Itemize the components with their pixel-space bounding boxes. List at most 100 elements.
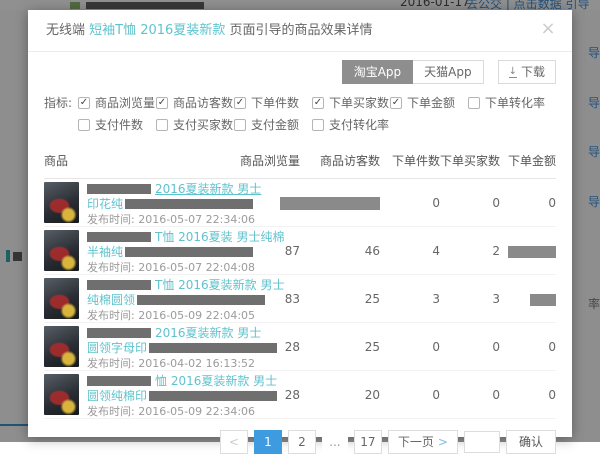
- dialog-title-suffix: 页面引导的商品效果详情: [229, 23, 373, 38]
- views-cell: 28: [284, 340, 300, 354]
- redaction-bar: [530, 293, 556, 306]
- checkbox-icon: [156, 96, 168, 109]
- checkbox-label: 下单金额: [407, 96, 456, 110]
- product-thumbnail: [44, 326, 79, 367]
- download-icon: ↓: [508, 65, 517, 78]
- redaction-bar: [125, 199, 254, 209]
- product-title-link[interactable]: 纯棉圆领: [87, 293, 285, 308]
- backdrop-green-tag: [70, 2, 80, 9]
- confirm-button[interactable]: 确认: [505, 430, 556, 454]
- product-cell: T恤 2016夏装 男士纯棉 半袖纯 发布时间: 2016-05-07 22:0…: [44, 227, 285, 275]
- page-button-1[interactable]: 1: [253, 430, 282, 454]
- checkbox-pay-items[interactable]: 支付件数: [78, 116, 156, 133]
- checkbox-order-buyers[interactable]: 下单买家数: [312, 94, 390, 111]
- product-title-link[interactable]: T恤 2016夏装 男士纯棉: [87, 230, 285, 245]
- close-icon[interactable]: ×: [540, 18, 556, 39]
- checkbox-label: 商品浏览量: [95, 96, 156, 110]
- product-title-link[interactable]: 恤 2016夏装新款 男士: [87, 374, 277, 389]
- publish-time: 发布时间: 2016-05-09 22:34:06: [87, 405, 256, 418]
- checkbox-order-conversion[interactable]: 下单转化率: [468, 94, 546, 111]
- checkbox-label: 支付件数: [95, 118, 144, 132]
- product-title-text: 圆领纯棉印: [87, 389, 148, 403]
- product-title-text: T恤 2016夏装 男士纯棉: [155, 230, 285, 244]
- column-views: 商品浏览量: [239, 154, 300, 168]
- backdrop-tab-underline: [0, 424, 30, 426]
- prev-page-button[interactable]: <: [219, 430, 248, 454]
- product-title-link[interactable]: 2016夏装新款 男士: [87, 182, 261, 197]
- product-title-text: 2016夏装新款 男士: [155, 182, 262, 196]
- product-title-link[interactable]: T恤 2016夏装新款 男士: [87, 278, 285, 293]
- indicator-filters: 指标: 商品浏览量 商品访客数 下单件数 下单买家数 下单金额: [44, 94, 556, 133]
- checkbox-pay-conversion[interactable]: 支付转化率: [312, 116, 390, 133]
- column-visitors: 商品访客数: [319, 154, 380, 168]
- redaction-bar: [280, 197, 380, 210]
- product-title-text: T恤 2016夏装新款 男士: [155, 278, 285, 292]
- page-name-link[interactable]: 短袖T恤 2016夏装新款: [89, 23, 226, 38]
- checkbox-label: 支付转化率: [329, 118, 390, 132]
- product-cell: 2016夏装新款 男士 印花纯 发布时间: 2016-05-07 22:34:0…: [44, 179, 261, 227]
- column-order-buyers: 下单买家数: [440, 154, 501, 168]
- page-jump-input[interactable]: [463, 431, 500, 453]
- dialog-title-prefix: 无线端: [46, 23, 86, 38]
- publish-time: 发布时间: 2016-05-07 22:34:06: [87, 213, 256, 226]
- backdrop-text-fragment: [13, 252, 22, 261]
- order-items-cell: 4: [432, 244, 440, 258]
- redaction-bar: [125, 247, 254, 257]
- checkbox-pay-buyers[interactable]: 支付买家数: [156, 116, 234, 133]
- checkbox-order-items[interactable]: 下单件数: [234, 94, 312, 111]
- views-cell: 28: [284, 388, 300, 402]
- tab-taobao-app[interactable]: 淘宝App: [341, 60, 414, 84]
- product-thumbnail: [44, 374, 79, 415]
- redaction-bar: [87, 280, 151, 290]
- product-title-link[interactable]: 圆领字母印: [87, 341, 278, 356]
- next-page-button[interactable]: 下一页 >: [387, 430, 458, 454]
- visitors-cell: 46: [364, 244, 380, 258]
- publish-time: 发布时间: 2016-05-09 22:04:05: [87, 309, 256, 322]
- chevron-right-icon: >: [437, 435, 448, 449]
- visitors-cell: 20: [364, 388, 380, 402]
- product-title-link[interactable]: 半袖纯: [87, 245, 285, 260]
- order-buyers-cell: 0: [492, 196, 500, 210]
- table-header: 商品 商品浏览量 商品访客数 下单件数 下单买家数 下单金额: [44, 145, 556, 179]
- tab-tmall-app[interactable]: 天猫App: [413, 60, 484, 84]
- checkbox-order-amount[interactable]: 下单金额: [390, 94, 468, 111]
- page-button-17[interactable]: 17: [353, 430, 382, 454]
- product-title-text: 恤 2016夏装新款 男士: [155, 374, 278, 388]
- order-items-cell: 3: [432, 292, 440, 306]
- page-button-2[interactable]: 2: [287, 430, 316, 454]
- checkbox-label: 下单件数: [251, 96, 300, 110]
- redaction-bar: [87, 328, 151, 338]
- checkbox-label: 支付买家数: [173, 118, 234, 132]
- product-cell: T恤 2016夏装新款 男士 纯棉圆领 发布时间: 2016-05-09 22:…: [44, 275, 285, 323]
- product-title-text: 圆领字母印: [87, 341, 148, 355]
- order-amount-cell: 0: [548, 340, 556, 354]
- product-table: 商品 商品浏览量 商品访客数 下单件数 下单买家数 下单金额 2016夏装新款 …: [44, 145, 556, 419]
- product-thumbnail: [44, 182, 79, 223]
- backdrop-link-fragment: 导: [588, 195, 600, 209]
- checkbox-label: 下单买家数: [329, 96, 390, 110]
- product-title-link[interactable]: 圆领纯棉印: [87, 389, 278, 404]
- views-visitors-redacted-cell: [234, 196, 380, 210]
- product-title-text: 2016夏装新款 男士: [155, 326, 262, 340]
- backdrop-link-fragment: 导: [588, 46, 600, 60]
- checkbox-product-views[interactable]: 商品浏览量: [78, 94, 156, 111]
- redaction-bar: [87, 376, 151, 386]
- download-button[interactable]: ↓ 下载: [497, 60, 556, 84]
- checkbox-pay-amount[interactable]: 支付金额: [234, 116, 312, 133]
- pagination: < 1 2 ... 17 下一页 > 确认: [44, 430, 556, 454]
- order-items-cell: 0: [432, 196, 440, 210]
- checkbox-icon: [468, 96, 480, 109]
- product-thumbnail: [44, 278, 79, 319]
- redaction-bar: [149, 391, 278, 401]
- product-title-link[interactable]: 2016夏装新款 男士: [87, 326, 277, 341]
- checkbox-icon: [156, 118, 168, 131]
- checkbox-label: 支付金额: [251, 118, 300, 132]
- order-amount-redacted-cell: [500, 244, 556, 258]
- views-cell: 87: [284, 244, 300, 258]
- dialog-title: 无线端 短袖T恤 2016夏装新款 页面引导的商品效果详情: [28, 10, 572, 52]
- checkbox-product-visitors[interactable]: 商品访客数: [156, 94, 234, 111]
- checkbox-icon: [234, 118, 246, 131]
- product-title-link[interactable]: 印花纯: [87, 197, 261, 212]
- app-segmented-control: 淘宝App 天猫App: [341, 60, 484, 84]
- backdrop-link-fragment: 导: [588, 96, 600, 110]
